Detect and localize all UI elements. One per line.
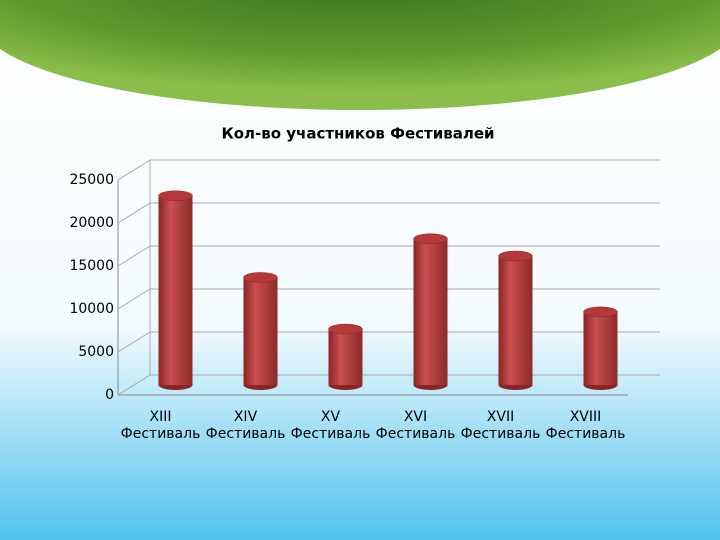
bar-top [158,190,193,202]
grid-line-side [117,202,151,224]
x-tick-label: XV Фестиваль [290,409,371,442]
bar [158,195,193,385]
x-tick-label: XVII Фестиваль [460,409,541,442]
bar [413,238,448,385]
bar-top [498,250,533,262]
y-tick-label: 5000 [78,344,114,360]
bar [328,329,363,385]
x-tick-label: XIV Фестиваль [205,409,286,442]
y-tick-label: 15000 [69,258,114,274]
bar-top [328,323,363,335]
grid-line-side [117,245,151,267]
grid-line-side [117,374,151,396]
bar-top [243,272,278,283]
grid-line-side [117,331,151,353]
grid-line-side [117,159,151,181]
y-tick-label: 10000 [69,301,114,317]
y-tick-label: 0 [105,387,114,403]
grid-line-side [117,288,151,310]
y-tick-label: 25000 [69,172,114,188]
x-tick-label: XIII Фестиваль [120,409,201,442]
bar-top [413,233,448,245]
grass-decoration [0,0,720,110]
bar-top [583,306,618,318]
y-tick-label: 20000 [69,215,114,231]
bar [498,256,533,385]
bar [583,311,618,385]
bar [243,277,278,385]
x-tick-label: XVI Фестиваль [375,409,456,442]
chart-title: Кол-во участников Фестивалей [221,125,494,143]
x-tick-label: XVIII Фестиваль [545,409,626,442]
